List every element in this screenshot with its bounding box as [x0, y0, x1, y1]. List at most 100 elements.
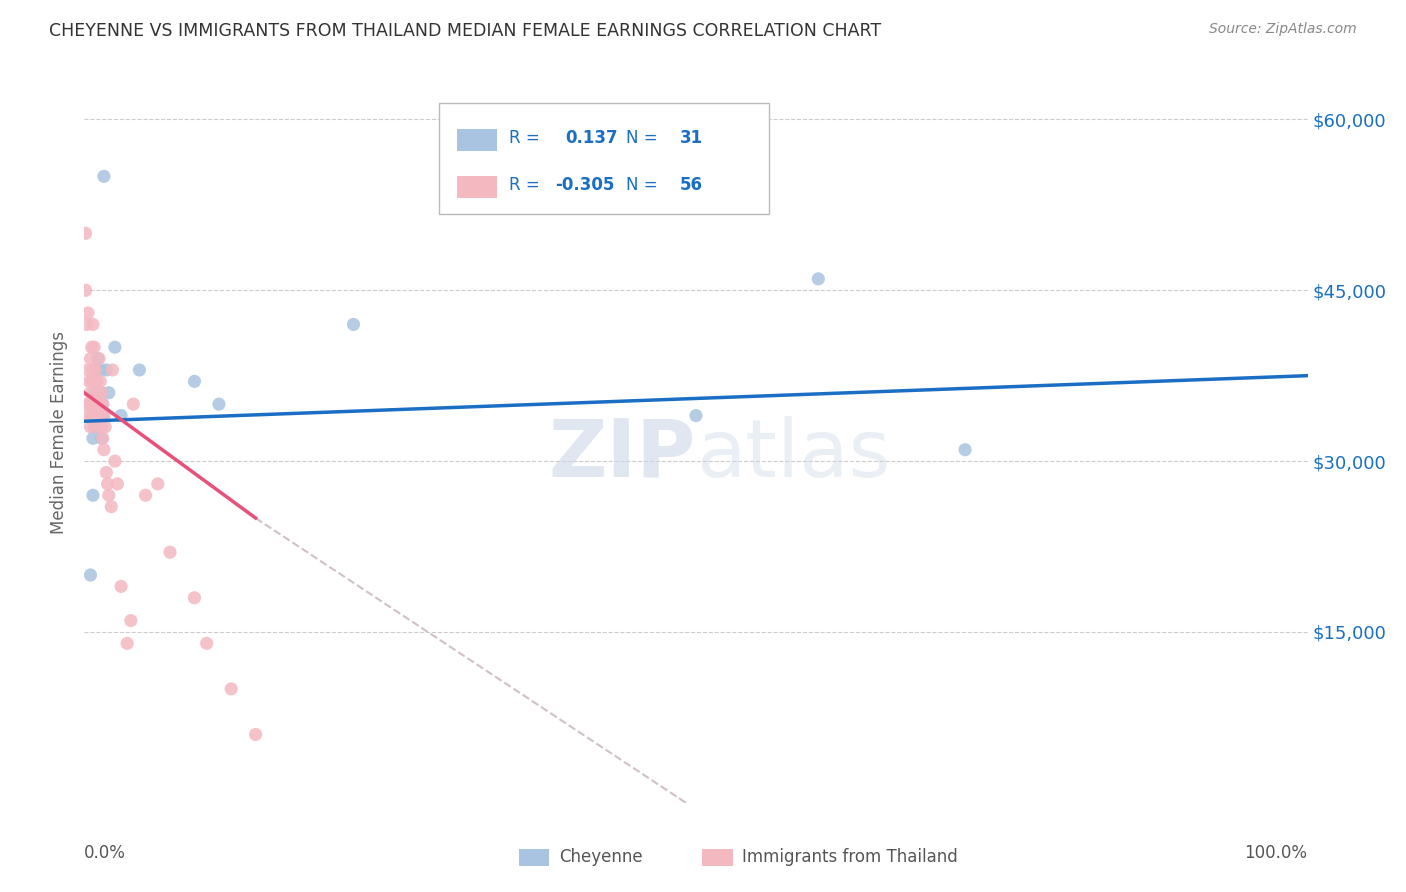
Point [115, 636, 138, 650]
Point [87, 409, 110, 423]
Point [245, 727, 267, 741]
Text: 0.0%: 0.0% [84, 844, 127, 862]
Point [90, 431, 112, 445]
Point [87, 397, 110, 411]
Point [100, 500, 122, 514]
Point [105, 476, 128, 491]
FancyBboxPatch shape [457, 176, 496, 198]
Text: 100.0%: 100.0% [1244, 844, 1308, 862]
Point [83, 375, 105, 389]
Point [76, 397, 98, 411]
Point [79, 351, 101, 366]
Point [807, 272, 830, 286]
Point [195, 636, 218, 650]
Point [84, 397, 107, 411]
Point [91, 409, 114, 423]
Point [89, 375, 111, 389]
Point [120, 614, 142, 628]
Point [93, 169, 115, 184]
FancyBboxPatch shape [457, 129, 496, 152]
Point [77, 375, 100, 389]
Text: 31: 31 [681, 129, 703, 147]
Point [96, 466, 118, 480]
Point [82, 431, 104, 445]
Point [82, 397, 104, 411]
Point [86, 409, 108, 423]
Point [89, 409, 111, 423]
Text: 56: 56 [681, 176, 703, 194]
Point [84, 363, 107, 377]
Point [77, 306, 100, 320]
FancyBboxPatch shape [519, 849, 550, 866]
Text: N =: N = [626, 129, 658, 147]
Text: -0.305: -0.305 [555, 176, 614, 194]
Text: Immigrants from Thailand: Immigrants from Thailand [742, 848, 959, 866]
Point [342, 318, 364, 332]
Point [83, 409, 105, 423]
Point [79, 568, 101, 582]
Point [96, 363, 118, 377]
Point [80, 375, 103, 389]
Point [82, 363, 104, 377]
Point [183, 591, 205, 605]
Point [97, 488, 120, 502]
Point [90, 385, 112, 400]
Text: N =: N = [626, 176, 658, 194]
Point [87, 385, 110, 400]
Point [86, 375, 108, 389]
Text: R =: R = [509, 176, 540, 194]
Point [208, 397, 231, 411]
Point [84, 363, 107, 377]
FancyBboxPatch shape [439, 103, 769, 214]
Point [953, 442, 976, 457]
Point [86, 375, 108, 389]
Point [79, 420, 101, 434]
Point [82, 318, 104, 332]
Point [101, 363, 124, 377]
Point [84, 409, 107, 423]
Point [87, 351, 110, 366]
FancyBboxPatch shape [702, 849, 733, 866]
Point [110, 409, 132, 423]
Point [104, 454, 127, 468]
Point [97, 385, 120, 400]
Point [93, 442, 115, 457]
Point [94, 420, 117, 434]
Text: Source: ZipAtlas.com: Source: ZipAtlas.com [1209, 22, 1357, 37]
Text: R =: R = [509, 129, 540, 147]
Point [86, 420, 108, 434]
Point [122, 397, 145, 411]
Point [82, 488, 104, 502]
Point [80, 409, 103, 423]
Point [77, 363, 100, 377]
Point [75, 227, 97, 241]
Point [183, 375, 205, 389]
Point [89, 397, 111, 411]
Point [90, 420, 112, 434]
Point [83, 340, 105, 354]
Point [90, 385, 112, 400]
Point [104, 340, 127, 354]
Point [83, 385, 105, 400]
Point [83, 420, 105, 434]
Point [87, 385, 110, 400]
Point [110, 579, 132, 593]
Point [91, 397, 114, 411]
Point [87, 397, 110, 411]
Point [77, 397, 100, 411]
Point [146, 476, 169, 491]
Text: CHEYENNE VS IMMIGRANTS FROM THAILAND MEDIAN FEMALE EARNINGS CORRELATION CHART: CHEYENNE VS IMMIGRANTS FROM THAILAND MED… [49, 22, 882, 40]
Point [91, 431, 114, 445]
Point [75, 283, 97, 297]
Point [80, 340, 103, 354]
Point [91, 397, 114, 411]
Point [159, 545, 181, 559]
Point [97, 476, 120, 491]
Y-axis label: Median Female Earnings: Median Female Earnings [51, 331, 69, 534]
Point [79, 385, 101, 400]
Point [87, 351, 110, 366]
Text: 0.137: 0.137 [565, 129, 617, 147]
Point [84, 420, 107, 434]
Text: Cheyenne: Cheyenne [560, 848, 643, 866]
Text: atlas: atlas [696, 416, 890, 494]
